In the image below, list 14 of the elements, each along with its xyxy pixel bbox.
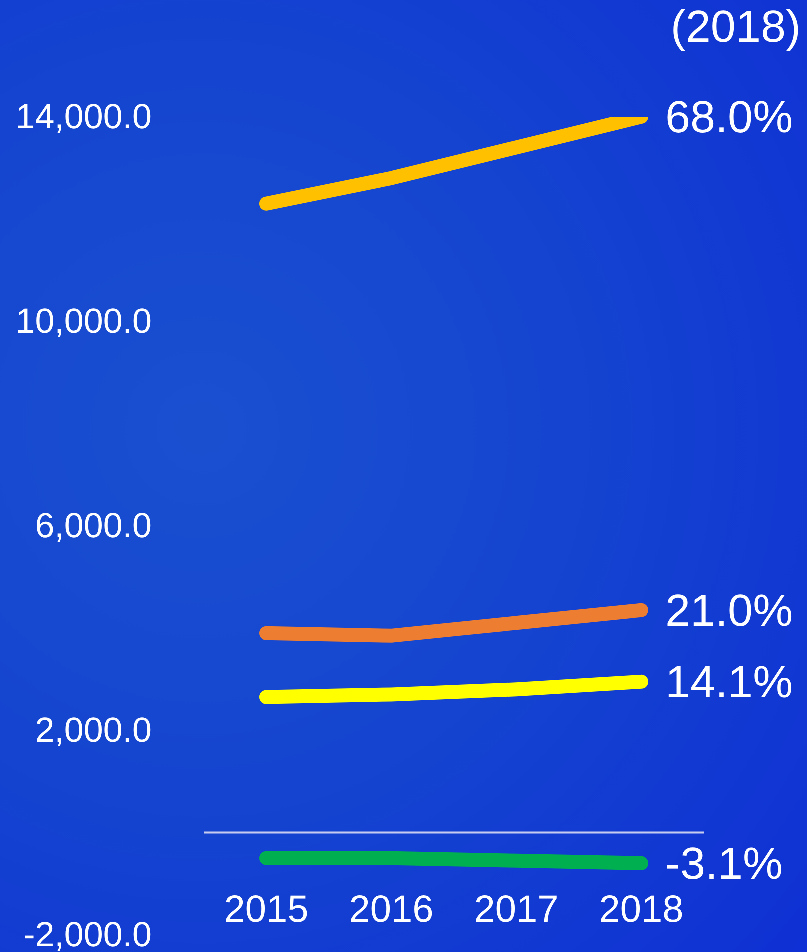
y-tick-label: 6,000.0 <box>35 506 152 546</box>
annotation: 14.1% <box>666 656 794 708</box>
y-tick-label: 10,000.0 <box>16 302 152 341</box>
annotation: 21.0% <box>666 584 794 636</box>
text: (2018) <box>670 1 801 52</box>
x-tick-label: 2018 <box>599 889 684 931</box>
annotation: 68.0% <box>666 92 794 142</box>
y-tick-label: 14,000.0 <box>16 98 152 136</box>
annotation: -3.1% <box>666 838 784 889</box>
x-tick-label: 2015 <box>224 889 309 931</box>
y-tick-label: 2,000.0 <box>35 711 152 750</box>
x-tick-label: 2017 <box>474 889 559 931</box>
y-tick-label: -2,000.0 <box>24 916 152 952</box>
x-tick-label: 2016 <box>349 889 434 931</box>
